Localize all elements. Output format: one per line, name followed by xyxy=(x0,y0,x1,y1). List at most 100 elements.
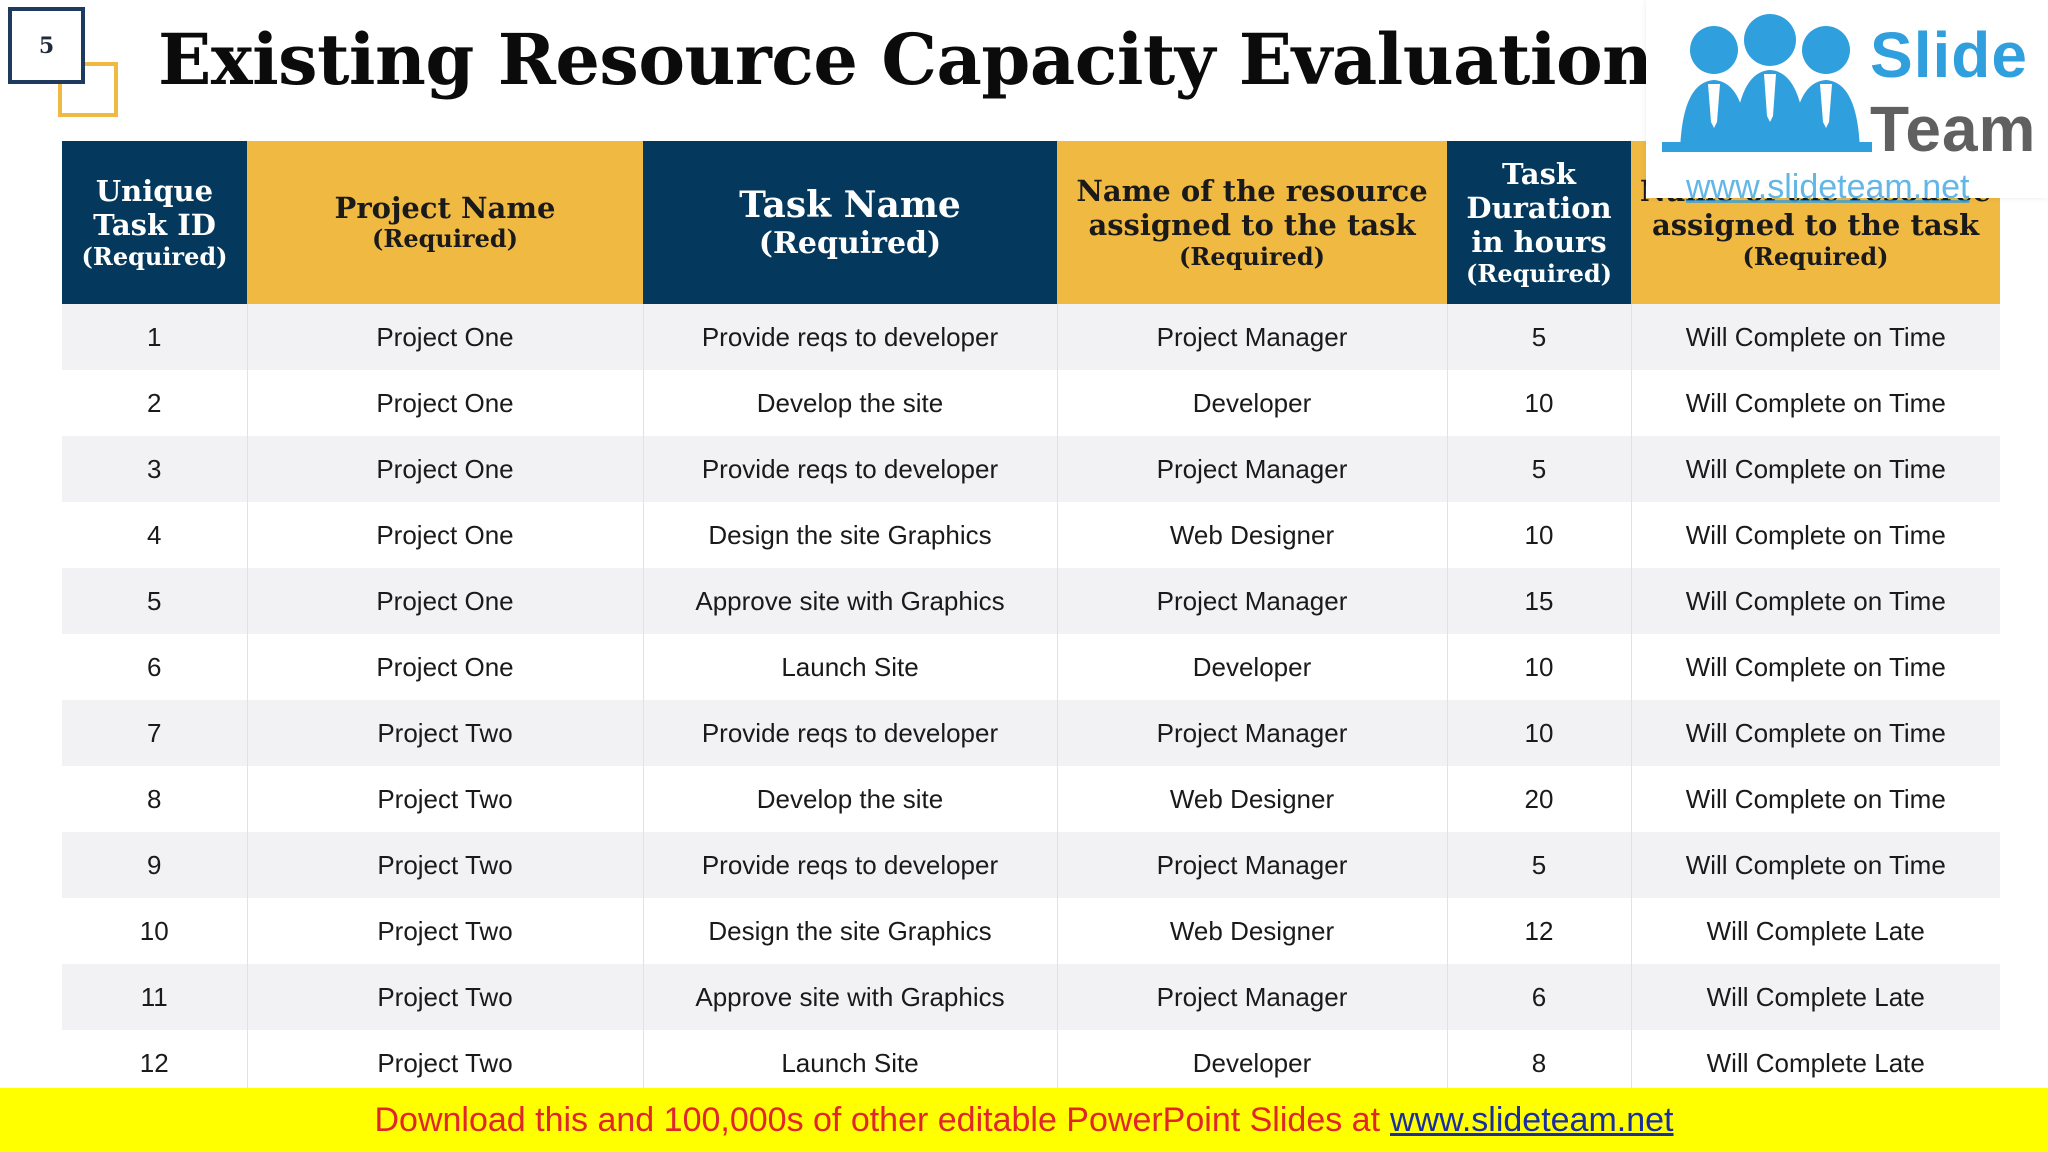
cell-project-name: Project Two xyxy=(246,832,643,898)
cell-task-id: 7 xyxy=(62,700,247,766)
cell-status: Will Complete Late xyxy=(1630,1030,2000,1096)
table-row: 10 Project Two Design the site Graphics Web… xyxy=(62,898,2000,964)
cell-resource: Project Manager xyxy=(1056,964,1447,1030)
header-resource-name: Name of the resource assigned to the tas… xyxy=(1057,141,1447,304)
cell-duration: 6 xyxy=(1446,964,1631,1030)
page-title: Existing Resource Capacity Evaluation xyxy=(158,18,1653,101)
cell-project-name: Project Two xyxy=(246,766,643,832)
cell-status: Will Complete on Time xyxy=(1630,832,2000,898)
cell-duration: 20 xyxy=(1446,766,1631,832)
cell-task-id: 12 xyxy=(62,1030,247,1096)
table-header-row: Unique Task ID (Required) Project Name (… xyxy=(62,141,2000,304)
cell-status: Will Complete on Time xyxy=(1630,700,2000,766)
cell-task-id: 9 xyxy=(62,832,247,898)
cell-duration: 15 xyxy=(1446,568,1631,634)
header-task-name: Task Name (Required) xyxy=(643,141,1057,304)
resource-capacity-table: Unique Task ID (Required) Project Name (… xyxy=(62,141,2000,1096)
cell-resource: Web Designer xyxy=(1056,898,1447,964)
cell-duration: 8 xyxy=(1446,1030,1631,1096)
cell-task-name: Provide reqs to developer xyxy=(642,832,1057,898)
cell-resource: Developer xyxy=(1056,370,1447,436)
table-row: 12 Project Two Launch Site Developer 8 Will C… xyxy=(62,1030,2000,1096)
cell-task-name: Provide reqs to developer xyxy=(642,304,1057,370)
cell-status: Will Complete on Time xyxy=(1630,568,2000,634)
cell-task-id: 8 xyxy=(62,766,247,832)
banner-text: Download this and 100,000s of other edit… xyxy=(374,1100,1381,1139)
cell-project-name: Project Two xyxy=(246,1030,643,1096)
cell-task-id: 5 xyxy=(62,568,247,634)
table-row: 9 Project Two Provide reqs to developer Pro… xyxy=(62,832,2000,898)
cell-resource: Developer xyxy=(1056,634,1447,700)
cell-task-name: Approve site with Graphics xyxy=(642,568,1057,634)
table-row: 11 Project Two Approve site with Graphics P… xyxy=(62,964,2000,1030)
header-project-name: Project Name (Required) xyxy=(247,141,643,304)
cell-resource: Project Manager xyxy=(1056,832,1447,898)
table-row: 6 Project One Launch Site Developer 10 Will C… xyxy=(62,634,2000,700)
cell-task-name: Approve site with Graphics xyxy=(642,964,1057,1030)
cell-resource: Project Manager xyxy=(1056,436,1447,502)
cell-resource: Developer xyxy=(1056,1030,1447,1096)
cell-duration: 10 xyxy=(1446,502,1631,568)
cell-task-name: Develop the site xyxy=(642,766,1057,832)
cell-project-name: Project Two xyxy=(246,700,643,766)
slide-number: 5 xyxy=(38,32,55,59)
cell-task-id: 2 xyxy=(62,370,247,436)
cell-resource: Project Manager xyxy=(1056,568,1447,634)
cell-task-id: 4 xyxy=(62,502,247,568)
cell-task-id: 11 xyxy=(62,964,247,1030)
cell-task-id: 10 xyxy=(62,898,247,964)
cell-task-name: Launch Site xyxy=(642,634,1057,700)
cell-task-name: Provide reqs to developer xyxy=(642,700,1057,766)
table-row: 5 Project One Approve site with Graphics Pr… xyxy=(62,568,2000,634)
cell-project-name: Project One xyxy=(246,502,643,568)
logo-url-link[interactable]: www.slideteam.net xyxy=(1686,168,1970,206)
people-icon xyxy=(1662,14,1872,152)
cell-resource: Web Designer xyxy=(1056,502,1447,568)
cell-status: Will Complete on Time xyxy=(1630,370,2000,436)
slide-number-box xyxy=(8,7,85,84)
cell-duration: 12 xyxy=(1446,898,1631,964)
header-task-duration: Task Duration in hours (Required) xyxy=(1447,141,1631,304)
cell-task-id: 1 xyxy=(62,304,247,370)
cell-status: Will Complete on Time xyxy=(1630,436,2000,502)
table-row: 1 Project One Provide reqs to developer Pro… xyxy=(62,304,2000,370)
cell-project-name: Project One xyxy=(246,304,643,370)
cell-project-name: Project Two xyxy=(246,898,643,964)
cell-task-name: Design the site Graphics xyxy=(642,898,1057,964)
cell-status: Will Complete on Time xyxy=(1630,766,2000,832)
logo-word-team: Team xyxy=(1870,93,2037,165)
cell-status: Will Complete Late xyxy=(1630,964,2000,1030)
cell-status: Will Complete on Time xyxy=(1630,502,2000,568)
cell-project-name: Project One xyxy=(246,634,643,700)
cell-resource: Project Manager xyxy=(1056,304,1447,370)
table-row: 3 Project One Provide reqs to developer Pro… xyxy=(62,436,2000,502)
cell-task-name: Develop the site xyxy=(642,370,1057,436)
cell-task-name: Provide reqs to developer xyxy=(642,436,1057,502)
cell-duration: 10 xyxy=(1446,634,1631,700)
cell-duration: 5 xyxy=(1446,436,1631,502)
cell-status: Will Complete on Time xyxy=(1630,304,2000,370)
cell-resource: Project Manager xyxy=(1056,700,1447,766)
table-row: 2 Project One Develop the site Developer 10 W… xyxy=(62,370,2000,436)
download-banner: Download this and 100,000s of other edit… xyxy=(0,1088,2048,1152)
cell-project-name: Project Two xyxy=(246,964,643,1030)
cell-duration: 10 xyxy=(1446,700,1631,766)
cell-project-name: Project One xyxy=(246,568,643,634)
cell-resource: Web Designer xyxy=(1056,766,1447,832)
cell-duration: 5 xyxy=(1446,304,1631,370)
cell-task-name: Design the site Graphics xyxy=(642,502,1057,568)
cell-task-id: 3 xyxy=(62,436,247,502)
banner-link[interactable]: www.slideteam.net xyxy=(1390,1100,1674,1139)
cell-task-id: 6 xyxy=(62,634,247,700)
cell-project-name: Project One xyxy=(246,370,643,436)
logo-word-slide: Slide xyxy=(1870,19,2028,91)
table-row: 4 Project One Design the site Graphics Web … xyxy=(62,502,2000,568)
cell-duration: 5 xyxy=(1446,832,1631,898)
cell-task-name: Launch Site xyxy=(642,1030,1057,1096)
slideteam-logo: Slide Team www.slideteam.net xyxy=(1646,0,2048,206)
cell-project-name: Project One xyxy=(246,436,643,502)
cell-duration: 10 xyxy=(1446,370,1631,436)
slide-number-decoration xyxy=(58,62,118,117)
cell-status: Will Complete Late xyxy=(1630,898,2000,964)
cell-status: Will Complete on Time xyxy=(1630,634,2000,700)
